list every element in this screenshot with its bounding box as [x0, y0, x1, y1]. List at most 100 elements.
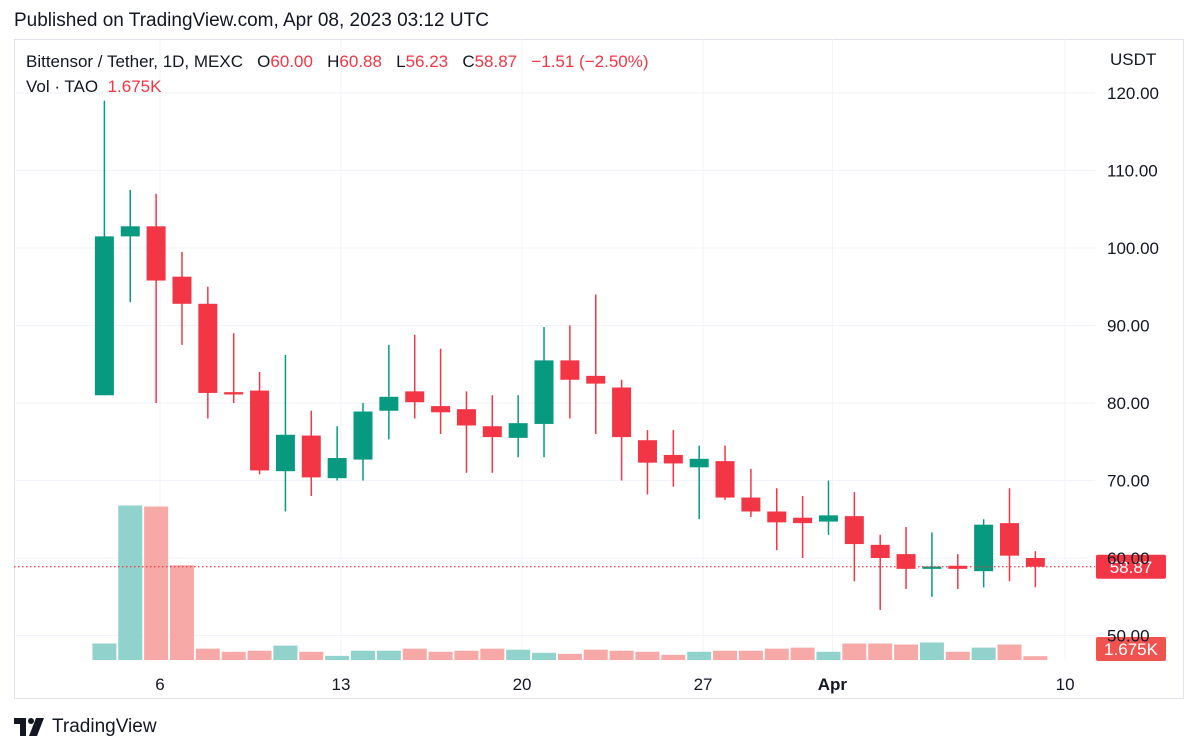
y-tick-label: 90.00	[1107, 317, 1150, 336]
volume-bar	[816, 651, 841, 660]
candle-body	[250, 390, 270, 471]
price-line-overlay: 58.87 1.675K	[14, 554, 1166, 661]
candle-body	[896, 554, 916, 569]
volume-bar	[273, 645, 298, 660]
candle-body	[974, 524, 994, 572]
volume-legend: Vol · TAO 1.675K	[26, 77, 161, 97]
close-label: C	[462, 52, 475, 71]
y-tick-label: 120.00	[1107, 84, 1159, 103]
high-value: 60.88	[339, 52, 382, 71]
x-tick-label: Apr	[818, 675, 848, 694]
candle-body	[275, 434, 295, 472]
volume-bar	[92, 643, 117, 660]
volume-bar	[144, 506, 169, 660]
volume-bar	[661, 654, 686, 660]
volume-bar	[169, 565, 194, 660]
candle-body	[689, 458, 709, 468]
low-value: 56.23	[405, 52, 449, 71]
footer-brand: TradingView	[14, 716, 157, 738]
volume-bar	[894, 644, 919, 660]
candle-body	[560, 360, 580, 380]
grid-lines	[14, 39, 1095, 660]
candle-body	[94, 236, 114, 396]
change-value: −1.51 (−2.50%)	[531, 52, 649, 71]
candle-body	[456, 409, 476, 426]
candle-body	[948, 565, 968, 569]
volume-bar	[454, 650, 479, 660]
volume-bar	[428, 651, 453, 660]
candles	[94, 100, 1045, 610]
volume-bar	[1023, 656, 1048, 660]
x-tick-label: 27	[694, 675, 713, 694]
volume-bar	[919, 642, 944, 660]
candle-body	[482, 426, 502, 438]
candle-body	[715, 461, 735, 498]
volume-bar	[609, 650, 634, 660]
last-volume-tag-label: 1.675K	[1104, 640, 1159, 659]
candle-body	[146, 226, 166, 281]
volume-bar	[247, 650, 272, 660]
volume-bar	[351, 650, 376, 660]
candle-body	[301, 435, 321, 478]
volume-bar	[583, 649, 608, 660]
volume-bar	[195, 648, 220, 660]
low-label: L	[396, 52, 406, 71]
last-price-tag	[1096, 554, 1166, 579]
candle-body	[508, 423, 528, 438]
candle-body	[870, 544, 890, 558]
volume-bar	[687, 651, 712, 660]
ohlc-legend: Bittensor / Tether, 1D, MEXC O60.00 H60.…	[26, 52, 649, 72]
y-tick-label: 50.00	[1107, 627, 1150, 646]
volume-bar	[945, 651, 970, 660]
x-tick-label: 10	[1056, 675, 1075, 694]
candle-body	[612, 387, 632, 438]
last-price-tag-label: 58.87	[1110, 558, 1153, 577]
candle-body	[922, 566, 942, 569]
y-tick-label: 110.00	[1107, 162, 1158, 181]
candle-body	[327, 458, 347, 479]
candle-body	[431, 406, 451, 413]
last-volume-tag	[1096, 637, 1166, 661]
currency-label: USDT	[1110, 50, 1156, 69]
symbol-title[interactable]: Bittensor / Tether, 1D, MEXC	[26, 52, 243, 71]
volume-bar	[325, 655, 350, 660]
volume-bar	[635, 651, 660, 660]
high-label: H	[327, 52, 340, 71]
volume-label[interactable]: Vol · TAO	[26, 77, 99, 96]
candle-body	[172, 276, 192, 304]
chart-frame	[14, 39, 1184, 699]
volume-value: 1.675K	[107, 77, 162, 96]
volume-bar	[842, 643, 867, 660]
candle-body	[586, 375, 606, 384]
open-label: O	[257, 52, 271, 71]
candle-body	[741, 497, 761, 512]
candle-body	[120, 226, 140, 237]
volume-bar	[402, 648, 427, 660]
candle-body	[818, 515, 838, 522]
volume-bar	[299, 651, 324, 660]
volume-bar	[532, 652, 557, 660]
volume-bar	[480, 648, 505, 660]
volume-bar	[221, 651, 246, 660]
volume-bars	[92, 505, 1048, 660]
y-tick-label: 60.00	[1107, 549, 1150, 568]
volume-bar	[557, 653, 582, 660]
candle-body	[637, 440, 657, 463]
volume-bar	[118, 505, 143, 660]
volume-bar	[376, 650, 401, 660]
volume-bar	[506, 649, 531, 660]
footer-brand-text[interactable]: TradingView	[52, 716, 157, 737]
candle-body	[663, 454, 683, 464]
candle-body	[379, 396, 399, 411]
y-tick-label: 70.00	[1107, 472, 1150, 491]
y-tick-label: 80.00	[1107, 394, 1150, 413]
published-text: Published on TradingView.com, Apr 08, 20…	[14, 10, 489, 31]
y-tick-label: 100.00	[1107, 239, 1159, 258]
candle-body	[198, 303, 218, 393]
volume-bar	[971, 647, 996, 660]
volume-bar	[868, 643, 893, 660]
x-tick-label: 20	[513, 675, 532, 694]
close-value: 58.87	[474, 52, 518, 71]
candle-body	[1000, 523, 1020, 556]
